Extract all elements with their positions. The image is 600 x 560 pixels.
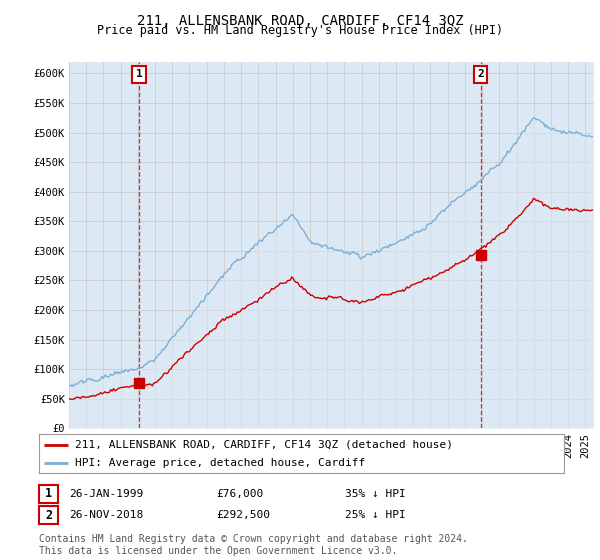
Text: 211, ALLENSBANK ROAD, CARDIFF, CF14 3QZ: 211, ALLENSBANK ROAD, CARDIFF, CF14 3QZ [137, 14, 463, 28]
Text: 1: 1 [45, 487, 52, 501]
Text: 25% ↓ HPI: 25% ↓ HPI [345, 510, 406, 520]
Text: £76,000: £76,000 [216, 489, 263, 499]
Text: 35% ↓ HPI: 35% ↓ HPI [345, 489, 406, 499]
Text: Price paid vs. HM Land Registry's House Price Index (HPI): Price paid vs. HM Land Registry's House … [97, 24, 503, 37]
Text: HPI: Average price, detached house, Cardiff: HPI: Average price, detached house, Card… [75, 459, 365, 468]
Text: Contains HM Land Registry data © Crown copyright and database right 2024.
This d: Contains HM Land Registry data © Crown c… [39, 534, 468, 556]
Text: 26-JAN-1999: 26-JAN-1999 [69, 489, 143, 499]
Text: 26-NOV-2018: 26-NOV-2018 [69, 510, 143, 520]
Text: 2: 2 [45, 508, 52, 522]
Text: 1: 1 [136, 69, 142, 80]
Text: £292,500: £292,500 [216, 510, 270, 520]
Text: 211, ALLENSBANK ROAD, CARDIFF, CF14 3QZ (detached house): 211, ALLENSBANK ROAD, CARDIFF, CF14 3QZ … [75, 440, 453, 450]
Text: 2: 2 [478, 69, 484, 80]
